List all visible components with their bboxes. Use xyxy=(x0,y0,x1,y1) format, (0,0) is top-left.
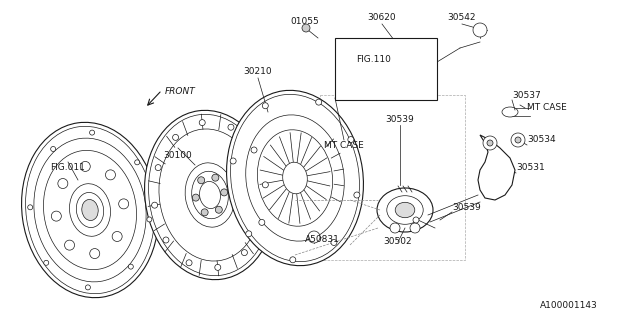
Ellipse shape xyxy=(502,107,518,117)
Circle shape xyxy=(51,211,61,221)
Bar xyxy=(335,38,437,100)
Circle shape xyxy=(212,174,219,181)
Circle shape xyxy=(118,199,129,209)
Circle shape xyxy=(473,23,487,37)
Circle shape xyxy=(51,147,56,151)
Circle shape xyxy=(90,249,100,259)
Circle shape xyxy=(193,194,199,201)
Circle shape xyxy=(85,285,90,290)
Circle shape xyxy=(221,189,228,196)
Ellipse shape xyxy=(386,49,414,89)
Circle shape xyxy=(44,260,49,265)
Circle shape xyxy=(228,124,234,130)
Circle shape xyxy=(112,231,122,242)
Ellipse shape xyxy=(227,90,364,266)
Text: 01055: 01055 xyxy=(291,18,319,27)
Ellipse shape xyxy=(185,163,235,227)
Ellipse shape xyxy=(34,138,146,282)
Ellipse shape xyxy=(44,150,136,270)
Circle shape xyxy=(134,160,140,165)
Text: 30502: 30502 xyxy=(384,237,412,246)
Circle shape xyxy=(163,237,169,243)
Ellipse shape xyxy=(200,181,220,209)
Circle shape xyxy=(215,206,222,213)
Circle shape xyxy=(201,209,208,216)
Ellipse shape xyxy=(353,51,377,87)
Ellipse shape xyxy=(392,57,408,81)
Ellipse shape xyxy=(257,130,333,226)
Circle shape xyxy=(290,257,296,263)
Text: 30620: 30620 xyxy=(368,13,396,22)
Circle shape xyxy=(198,177,205,184)
Circle shape xyxy=(65,240,74,250)
Ellipse shape xyxy=(70,184,111,236)
Circle shape xyxy=(348,137,354,143)
Ellipse shape xyxy=(82,199,98,220)
Circle shape xyxy=(354,192,360,198)
Ellipse shape xyxy=(159,129,261,261)
Circle shape xyxy=(152,202,157,208)
Circle shape xyxy=(302,24,310,32)
Text: MT CASE: MT CASE xyxy=(324,140,364,149)
Circle shape xyxy=(186,260,192,266)
Text: 30542: 30542 xyxy=(448,13,476,22)
Ellipse shape xyxy=(396,202,415,218)
Text: FRONT: FRONT xyxy=(165,87,196,97)
Polygon shape xyxy=(478,135,515,200)
Circle shape xyxy=(173,134,179,140)
Circle shape xyxy=(251,147,257,153)
Circle shape xyxy=(58,179,68,188)
Ellipse shape xyxy=(283,162,307,194)
Ellipse shape xyxy=(377,188,433,232)
Text: MT CASE: MT CASE xyxy=(527,103,567,113)
Circle shape xyxy=(262,103,268,109)
Ellipse shape xyxy=(22,122,159,298)
Ellipse shape xyxy=(230,94,360,262)
Circle shape xyxy=(515,137,521,143)
Text: 30100: 30100 xyxy=(164,150,193,159)
Circle shape xyxy=(215,264,221,270)
Circle shape xyxy=(511,133,525,147)
Circle shape xyxy=(147,217,152,222)
Ellipse shape xyxy=(26,126,154,294)
Ellipse shape xyxy=(148,114,271,276)
Circle shape xyxy=(487,140,493,146)
Circle shape xyxy=(246,231,252,237)
Circle shape xyxy=(390,223,400,233)
Text: 30539: 30539 xyxy=(452,204,481,212)
Circle shape xyxy=(80,161,90,172)
Bar xyxy=(320,95,465,260)
Circle shape xyxy=(90,130,95,135)
Circle shape xyxy=(259,220,265,225)
Circle shape xyxy=(410,223,420,233)
Text: 30537: 30537 xyxy=(512,91,541,100)
Circle shape xyxy=(308,231,320,243)
Circle shape xyxy=(331,239,337,245)
Ellipse shape xyxy=(246,115,344,241)
Text: 30539: 30539 xyxy=(386,116,414,124)
Ellipse shape xyxy=(76,192,104,228)
Circle shape xyxy=(241,250,248,256)
Ellipse shape xyxy=(359,59,371,79)
Text: FIG.011: FIG.011 xyxy=(51,163,85,172)
Circle shape xyxy=(413,217,419,223)
Text: A50831: A50831 xyxy=(305,236,339,244)
Text: FIG.110: FIG.110 xyxy=(356,55,392,65)
Circle shape xyxy=(28,205,33,210)
Ellipse shape xyxy=(145,110,275,280)
Ellipse shape xyxy=(191,171,228,219)
Circle shape xyxy=(262,182,268,188)
Circle shape xyxy=(483,136,497,150)
Text: 30210: 30210 xyxy=(244,68,272,76)
Circle shape xyxy=(128,264,133,269)
Ellipse shape xyxy=(387,196,423,224)
Circle shape xyxy=(155,164,161,171)
Circle shape xyxy=(316,99,322,105)
Circle shape xyxy=(230,158,236,164)
Text: 30531: 30531 xyxy=(516,164,545,172)
Circle shape xyxy=(106,170,115,180)
Circle shape xyxy=(199,120,205,126)
Text: A100001143: A100001143 xyxy=(540,300,598,309)
Text: 30534: 30534 xyxy=(527,135,556,145)
